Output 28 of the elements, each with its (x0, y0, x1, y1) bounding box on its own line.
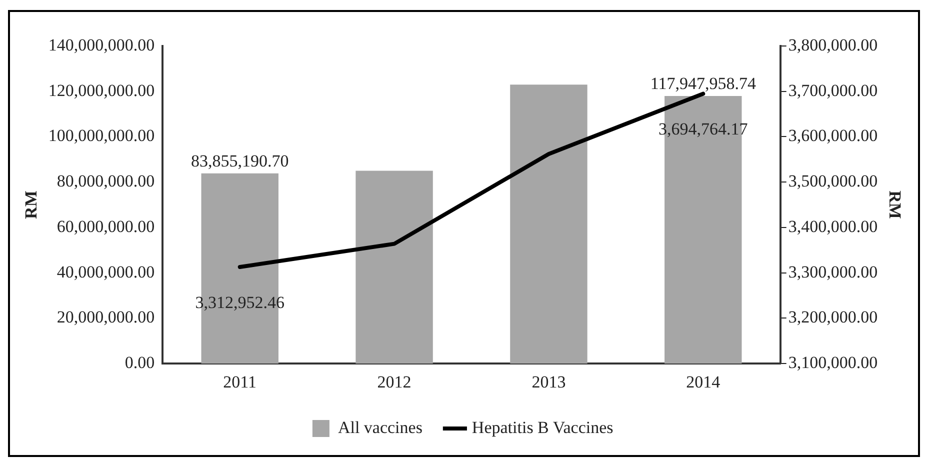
y2-tick-label: 3,300,000.00 (788, 262, 878, 282)
y-tick-label: 100,000,000.00 (48, 126, 155, 146)
y2-tick-label: 3,600,000.00 (788, 126, 878, 146)
bar (510, 84, 588, 364)
bar (356, 170, 433, 364)
y2-tick-label: 3,100,000.00 (788, 353, 878, 372)
x-tick-label: 2012 (377, 372, 412, 392)
y2-tick-label: 3,200,000.00 (788, 308, 878, 327)
legend-label: Hepatitis B Vaccines (472, 418, 614, 437)
legend-label: All vaccines (338, 418, 422, 437)
y-tick-label: 80,000,000.00 (56, 172, 155, 191)
y2-axis-title: RM (885, 190, 904, 219)
y-tick-label: 40,000,000.00 (56, 262, 155, 282)
y-tick-label: 120,000,000.00 (48, 80, 155, 100)
y-tick-label: 20,000,000.00 (56, 308, 155, 327)
y2-tick-label: 3,500,000.00 (788, 172, 878, 191)
x-tick-label: 2013 (532, 372, 566, 392)
y-tick-label: 0.00 (124, 353, 155, 372)
y2-tick-label: 3,800,000.00 (788, 35, 878, 54)
y2-tick-label: 3,700,000.00 (788, 80, 878, 100)
y2-tick-label: 3,400,000.00 (788, 216, 878, 236)
y-tick-label: 140,000,000.00 (48, 35, 155, 54)
x-tick-label: 2011 (223, 372, 257, 392)
y-tick-label: 60,000,000.00 (56, 216, 155, 236)
data-label: 83,855,190.70 (190, 151, 289, 170)
data-label: 117,947,958.74 (650, 74, 756, 93)
x-tick-label: 2014 (686, 372, 721, 392)
y-axis-title: RM (22, 190, 41, 219)
